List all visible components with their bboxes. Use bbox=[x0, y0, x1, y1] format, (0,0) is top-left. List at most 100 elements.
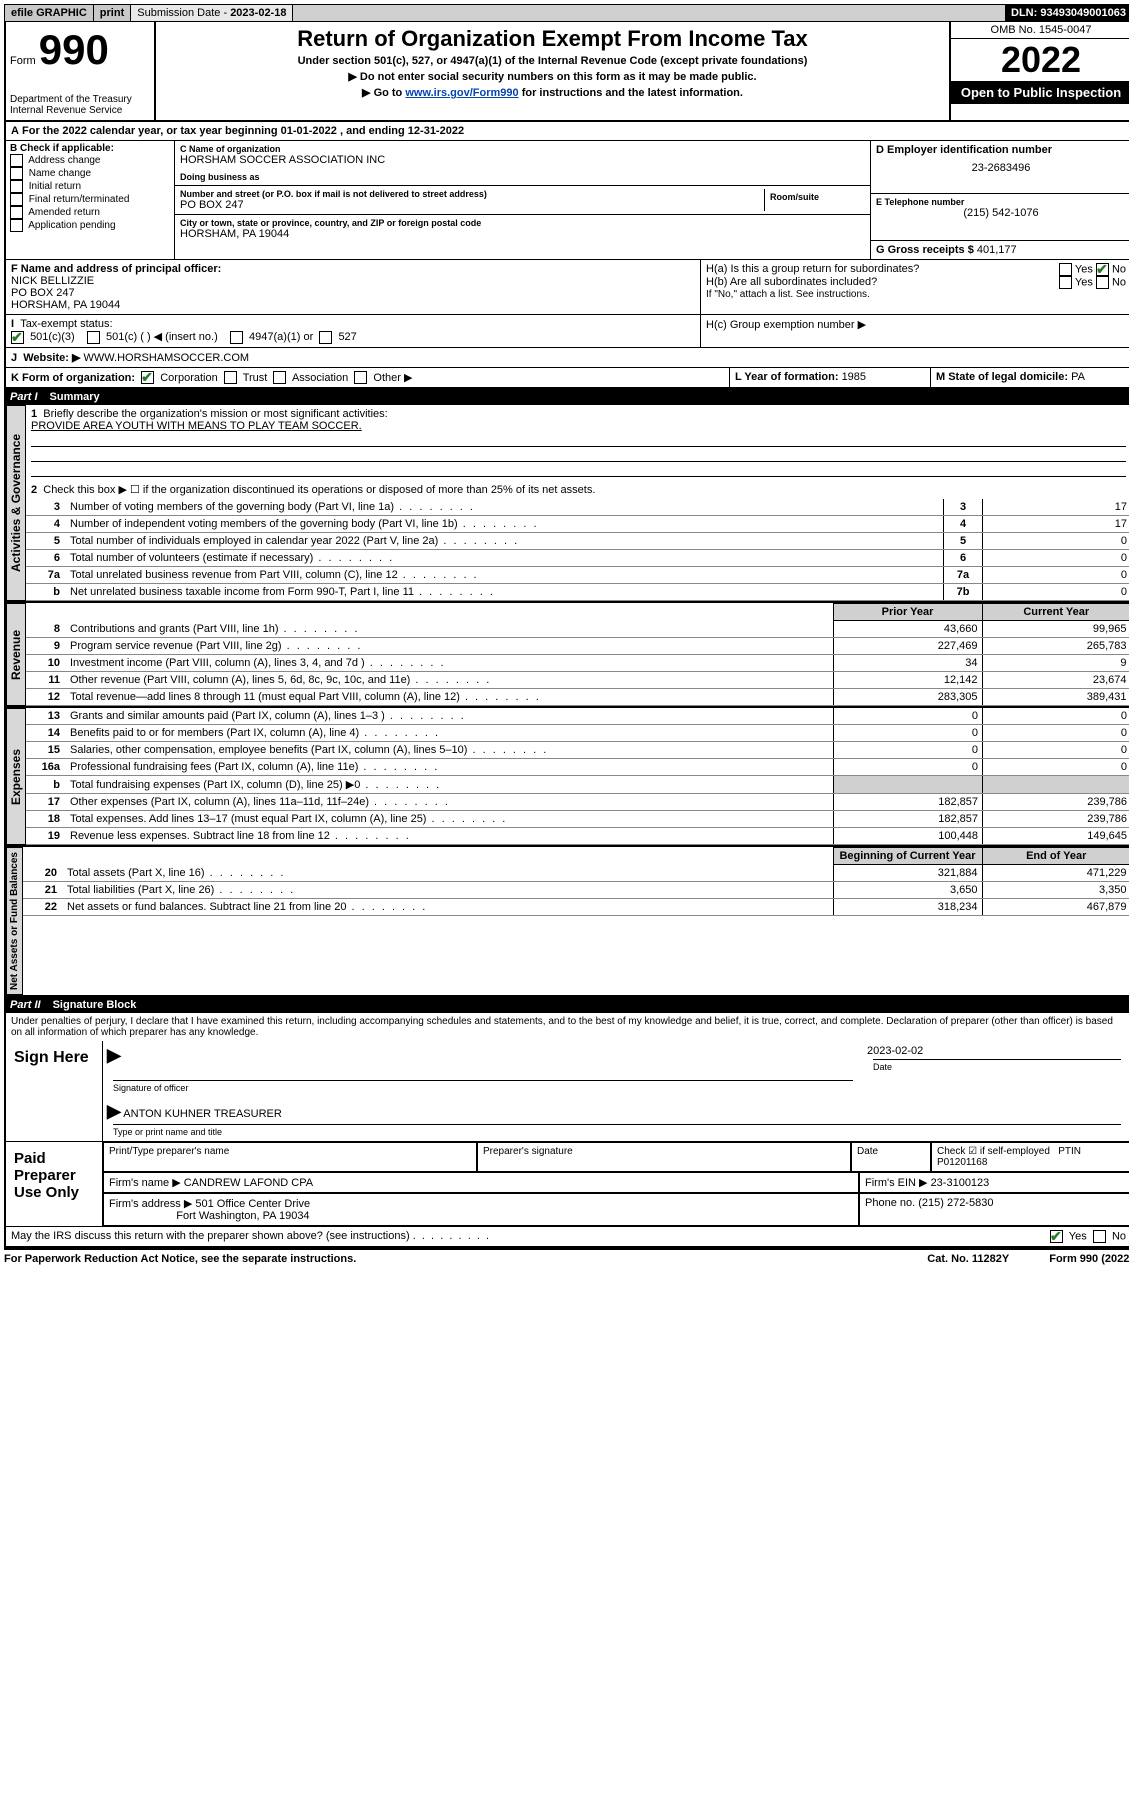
summary-top-table: 3Number of voting members of the governi… bbox=[26, 499, 1129, 601]
mission-text: PROVIDE AREA YOUTH WITH MEANS TO PLAY TE… bbox=[31, 420, 362, 432]
dba-label: Doing business as bbox=[180, 172, 865, 182]
other-checkbox[interactable] bbox=[354, 371, 367, 384]
gross-value: 401,177 bbox=[977, 244, 1017, 256]
ein-value: 23-2683496 bbox=[876, 162, 1126, 174]
hb-no-checkbox[interactable] bbox=[1096, 276, 1109, 289]
col-b-checkbox[interactable] bbox=[10, 180, 23, 193]
corp-checkbox[interactable] bbox=[141, 371, 154, 384]
table-row: 12Total revenue—add lines 8 through 11 (… bbox=[26, 689, 1129, 706]
table-row: 13Grants and similar amounts paid (Part … bbox=[26, 708, 1129, 725]
table-row: 8Contributions and grants (Part VIII, li… bbox=[26, 621, 1129, 638]
ha-label: H(a) Is this a group return for subordin… bbox=[706, 263, 1059, 276]
col-b-checkbox[interactable] bbox=[10, 154, 23, 167]
trust-checkbox[interactable] bbox=[224, 371, 237, 384]
table-row: 21Total liabilities (Part X, line 26)3,6… bbox=[23, 882, 1129, 899]
jurat-text: Under penalties of perjury, I declare th… bbox=[4, 1013, 1129, 1041]
form-title: Return of Organization Exempt From Incom… bbox=[164, 26, 941, 52]
street-value: PO BOX 247 bbox=[180, 199, 764, 211]
vtab-expenses: Expenses bbox=[6, 708, 26, 845]
col-b-checkbox[interactable] bbox=[10, 219, 23, 232]
ha-no-checkbox[interactable] bbox=[1096, 263, 1109, 276]
table-row: 22Net assets or fund balances. Subtract … bbox=[23, 899, 1129, 916]
sign-here-label: Sign Here bbox=[6, 1041, 103, 1141]
col-b-option: Final return/terminated bbox=[10, 193, 170, 206]
footer-right: Form 990 (2022) bbox=[1049, 1253, 1129, 1265]
officer-street: PO BOX 247 bbox=[11, 287, 695, 299]
header-sub2: ▶ Do not enter social security numbers o… bbox=[164, 70, 941, 83]
mission-blank-line bbox=[31, 462, 1126, 477]
line-a: A For the 2022 calendar year, or tax yea… bbox=[4, 122, 1129, 141]
header-mid: Return of Organization Exempt From Incom… bbox=[156, 22, 949, 120]
table-row: 18Total expenses. Add lines 13–17 (must … bbox=[26, 811, 1129, 828]
form-prefix: Form bbox=[10, 55, 36, 67]
part1-label: Part I bbox=[10, 391, 38, 403]
sig-date-label: Date bbox=[867, 1062, 1127, 1072]
ha-yes-checkbox[interactable] bbox=[1059, 263, 1072, 276]
527-checkbox[interactable] bbox=[319, 331, 332, 344]
hb-note: If "No," attach a list. See instructions… bbox=[706, 289, 1126, 300]
table-row: bTotal fundraising expenses (Part IX, co… bbox=[26, 776, 1129, 794]
summary-row: 5Total number of individuals employed in… bbox=[26, 533, 1129, 550]
table-row: 17Other expenses (Part IX, column (A), l… bbox=[26, 794, 1129, 811]
firm-addr-cell: Firm's address ▶ 501 Office Center Drive… bbox=[103, 1193, 859, 1226]
tax-year: 2022 bbox=[951, 39, 1129, 81]
discuss-yes-checkbox[interactable] bbox=[1050, 1230, 1063, 1243]
col-b-checkbox[interactable] bbox=[10, 167, 23, 180]
phone-value: (215) 542-1076 bbox=[876, 207, 1126, 219]
inspection-badge: Open to Public Inspection bbox=[951, 81, 1129, 104]
officer-city: HORSHAM, PA 19044 bbox=[11, 299, 695, 311]
col-b-checkbox[interactable] bbox=[10, 193, 23, 206]
part2-label: Part II bbox=[10, 999, 41, 1011]
prep-name-label: Print/Type preparer's name bbox=[103, 1142, 477, 1172]
dept-treasury: Department of the Treasury bbox=[10, 94, 150, 105]
col-c: C Name of organization HORSHAM SOCCER AS… bbox=[175, 141, 870, 259]
4947-checkbox[interactable] bbox=[230, 331, 243, 344]
part2-title: Signature Block bbox=[53, 999, 137, 1011]
mission-blank-line bbox=[31, 447, 1126, 462]
q2-label: Check this box ▶ ☐ if the organization d… bbox=[43, 484, 595, 496]
col-b-option: Name change bbox=[10, 167, 170, 180]
preparer-grid: Print/Type preparer's name Preparer's si… bbox=[103, 1142, 1129, 1172]
officer-name-title: ANTON KUHNER TREASURER bbox=[123, 1108, 282, 1120]
col-b-option: Address change bbox=[10, 154, 170, 167]
print-button[interactable]: print bbox=[94, 5, 131, 21]
city-label: City or town, state or province, country… bbox=[180, 218, 865, 228]
hb-yes-checkbox[interactable] bbox=[1059, 276, 1072, 289]
irs-label: Internal Revenue Service bbox=[10, 105, 150, 116]
vtab-netassets: Net Assets or Fund Balances bbox=[6, 847, 23, 995]
summary-row: 6Total number of volunteers (estimate if… bbox=[26, 550, 1129, 567]
501c-checkbox[interactable] bbox=[87, 331, 100, 344]
assoc-checkbox[interactable] bbox=[273, 371, 286, 384]
officer-name: NICK BELLIZZIE bbox=[11, 275, 695, 287]
begin-year-header: Beginning of Current Year bbox=[833, 848, 982, 865]
line-i: I Tax-exempt status: 501(c)(3) 501(c) ( … bbox=[6, 315, 701, 347]
discuss-no-checkbox[interactable] bbox=[1093, 1230, 1106, 1243]
line-j: J Website: ▶ WWW.HORSHAMSOCCER.COM bbox=[6, 348, 1129, 367]
line-l: L Year of formation: 1985 bbox=[730, 368, 931, 388]
col-b-checkbox[interactable] bbox=[10, 206, 23, 219]
form-header: Form 990 Department of the Treasury Inte… bbox=[4, 22, 1129, 122]
discuss-row: May the IRS discuss this return with the… bbox=[6, 1226, 1129, 1246]
table-row: 19Revenue less expenses. Subtract line 1… bbox=[26, 828, 1129, 845]
signature-block: Sign Here ▶ Signature of officer 2023-02… bbox=[4, 1041, 1129, 1248]
arrow-icon: ▶ bbox=[107, 1045, 121, 1065]
phone-label: E Telephone number bbox=[876, 197, 1126, 207]
sig-date-value: 2023-02-02 bbox=[867, 1045, 1127, 1057]
line-f: F Name and address of principal officer:… bbox=[6, 260, 701, 314]
vtab-governance: Activities & Governance bbox=[6, 405, 26, 601]
header-left: Form 990 Department of the Treasury Inte… bbox=[6, 22, 156, 120]
table-row: 20Total assets (Part X, line 16)321,8844… bbox=[23, 865, 1129, 882]
col-b-option: Application pending bbox=[10, 219, 170, 232]
prep-ptin-cell: Check ☑ if self-employed PTINP01201168 bbox=[931, 1142, 1129, 1172]
line-h: H(a) Is this a group return for subordin… bbox=[701, 260, 1129, 314]
q1-label: Briefly describe the organization's miss… bbox=[43, 408, 387, 420]
vtab-revenue: Revenue bbox=[6, 603, 26, 706]
col-b-label: B Check if applicable: bbox=[10, 143, 170, 154]
summary-row: 3Number of voting members of the governi… bbox=[26, 499, 1129, 516]
firm-ein-cell: Firm's EIN ▶ 23-3100123 bbox=[859, 1172, 1129, 1193]
irs-link[interactable]: www.irs.gov/Form990 bbox=[405, 87, 518, 99]
city-value: HORSHAM, PA 19044 bbox=[180, 228, 865, 240]
col-b: B Check if applicable: Address change Na… bbox=[6, 141, 175, 259]
org-name-label: C Name of organization bbox=[180, 144, 865, 154]
501c3-checkbox[interactable] bbox=[11, 331, 24, 344]
